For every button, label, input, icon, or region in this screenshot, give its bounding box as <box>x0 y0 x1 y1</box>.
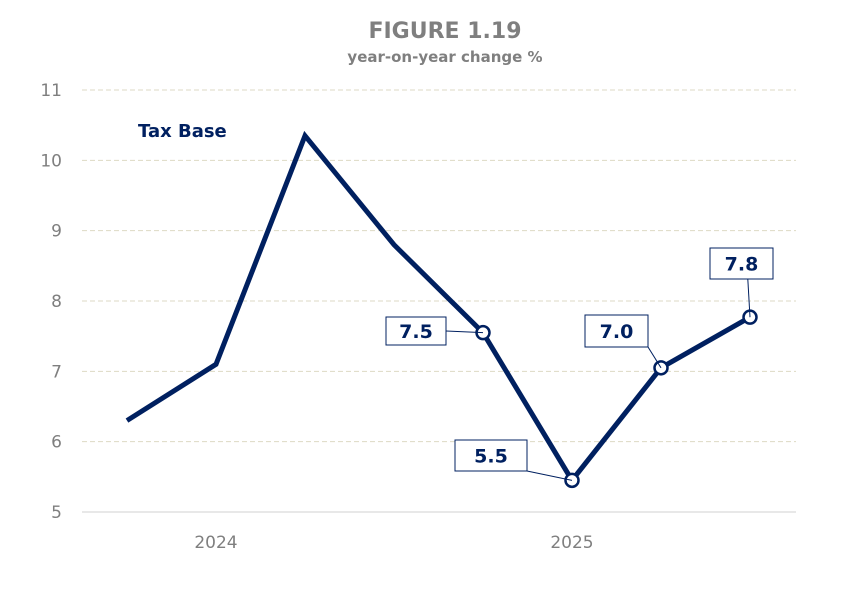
x-tick-label: 2024 <box>194 533 237 553</box>
y-tick-label: 7 <box>51 362 62 382</box>
y-axis-ticks: 5 6 7 8 9 10 11 <box>40 81 62 523</box>
callout-leader <box>747 278 751 318</box>
callout-leader <box>526 470 573 481</box>
callout-box <box>454 439 528 472</box>
series-label: Tax Base <box>138 121 227 142</box>
data-label: 7.8 <box>725 254 759 276</box>
y-tick-label: 11 <box>40 81 62 101</box>
y-tick-label: 8 <box>51 292 62 312</box>
data-label: 5.5 <box>474 446 508 468</box>
data-label: 7.5 <box>399 321 433 343</box>
x-axis-ticks: 2024 2025 <box>194 533 593 553</box>
y-tick-label: 10 <box>40 151 62 171</box>
chart-title: FIGURE 1.19 <box>368 19 521 44</box>
data-labels: 7.5 5.5 7.0 7.8 <box>385 247 774 481</box>
series-line <box>125 130 752 485</box>
callout-leader <box>445 330 484 334</box>
y-tick-label: 5 <box>51 503 62 523</box>
series-tax-base <box>125 130 758 489</box>
callout-box <box>584 314 649 348</box>
callout-leader <box>647 346 662 369</box>
callout-box <box>385 316 447 346</box>
callout-box <box>709 247 774 280</box>
y-tick-label: 9 <box>51 222 62 242</box>
x-tick-label: 2025 <box>550 533 593 553</box>
chart-subtitle: year-on-year change % <box>347 48 542 66</box>
gridlines <box>82 89 796 513</box>
data-label: 7.0 <box>600 321 634 343</box>
y-tick-label: 6 <box>51 433 62 453</box>
